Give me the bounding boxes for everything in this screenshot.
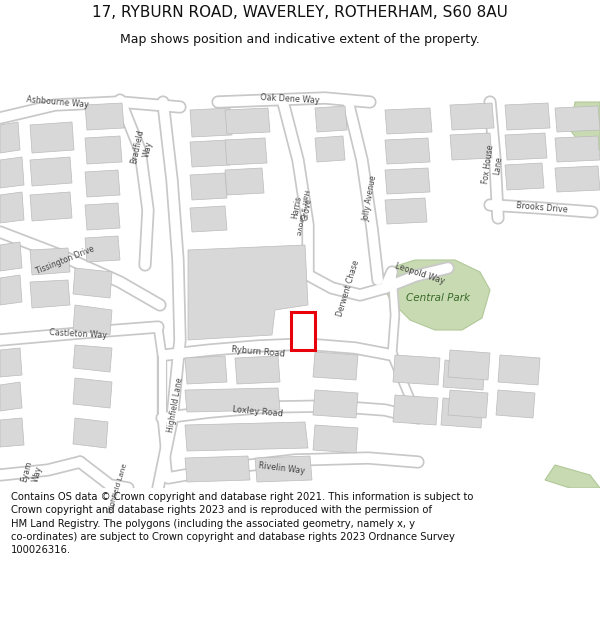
Text: Fox House
Lane: Fox House Lane: [481, 144, 505, 186]
Polygon shape: [385, 108, 432, 134]
Polygon shape: [73, 418, 108, 448]
Text: Eyam
Way: Eyam Way: [20, 460, 44, 486]
Polygon shape: [313, 425, 358, 453]
Polygon shape: [555, 106, 600, 132]
Polygon shape: [85, 136, 122, 164]
Polygon shape: [570, 102, 600, 155]
Polygon shape: [313, 352, 358, 380]
Polygon shape: [85, 236, 120, 262]
Polygon shape: [225, 168, 264, 195]
Polygon shape: [382, 260, 490, 330]
Polygon shape: [85, 203, 120, 230]
Polygon shape: [498, 355, 540, 385]
Bar: [291, 312, 315, 350]
Polygon shape: [393, 395, 438, 425]
Polygon shape: [190, 173, 227, 200]
Text: Highfield Lane: Highfield Lane: [107, 462, 128, 514]
Polygon shape: [190, 108, 232, 137]
Text: Bradfield
Way: Bradfield Way: [130, 129, 156, 167]
Polygon shape: [0, 418, 24, 447]
Polygon shape: [0, 242, 22, 271]
Text: Leopold Way: Leopold Way: [394, 262, 446, 286]
Polygon shape: [30, 280, 70, 308]
Text: Harris
Grove: Harris Grove: [290, 195, 314, 221]
Polygon shape: [496, 390, 535, 418]
Text: Contains OS data © Crown copyright and database right 2021. This information is : Contains OS data © Crown copyright and d…: [11, 492, 473, 555]
Text: Derwent Chase: Derwent Chase: [335, 259, 361, 318]
Polygon shape: [0, 348, 22, 377]
Polygon shape: [185, 456, 250, 482]
Polygon shape: [443, 360, 485, 390]
Polygon shape: [441, 398, 483, 428]
Polygon shape: [235, 356, 280, 384]
Polygon shape: [30, 122, 74, 153]
Polygon shape: [393, 355, 440, 385]
Polygon shape: [30, 157, 72, 186]
Text: Loxley Road: Loxley Road: [232, 405, 284, 419]
Polygon shape: [185, 422, 308, 451]
Polygon shape: [0, 382, 22, 411]
Polygon shape: [225, 138, 267, 165]
Polygon shape: [190, 206, 227, 232]
Polygon shape: [190, 140, 230, 167]
Text: Jolly Avenue: Jolly Avenue: [362, 174, 379, 222]
Polygon shape: [30, 192, 72, 221]
Polygon shape: [448, 350, 490, 380]
Text: Brooks Drive: Brooks Drive: [516, 201, 568, 215]
Polygon shape: [385, 138, 430, 164]
Polygon shape: [0, 192, 24, 223]
Polygon shape: [73, 378, 112, 408]
Polygon shape: [385, 168, 430, 194]
Polygon shape: [73, 268, 112, 298]
Polygon shape: [450, 103, 494, 130]
Polygon shape: [73, 305, 112, 335]
Polygon shape: [0, 122, 20, 153]
Polygon shape: [555, 166, 600, 192]
Polygon shape: [448, 390, 488, 418]
Text: 17, RYBURN ROAD, WAVERLEY, ROTHERHAM, S60 8AU: 17, RYBURN ROAD, WAVERLEY, ROTHERHAM, S6…: [92, 5, 508, 20]
Text: Central Park: Central Park: [406, 293, 470, 303]
Polygon shape: [225, 108, 270, 134]
Polygon shape: [188, 245, 308, 340]
Polygon shape: [255, 456, 312, 482]
Polygon shape: [505, 163, 544, 190]
Text: Castleton Way: Castleton Way: [49, 328, 107, 340]
Polygon shape: [85, 170, 120, 197]
Polygon shape: [185, 388, 280, 412]
Polygon shape: [450, 133, 492, 160]
Polygon shape: [185, 356, 227, 384]
Text: Map shows position and indicative extent of the property.: Map shows position and indicative extent…: [120, 32, 480, 46]
Text: Tissington Drive: Tissington Drive: [35, 244, 95, 276]
Text: Highfield Lane: Highfield Lane: [166, 377, 184, 433]
Polygon shape: [505, 133, 547, 160]
Polygon shape: [30, 248, 70, 275]
Text: Harr’s Grove: Harr’s Grove: [295, 189, 309, 235]
Text: Oak Dene Way: Oak Dene Way: [260, 93, 320, 105]
Polygon shape: [315, 106, 347, 132]
Polygon shape: [0, 275, 22, 305]
Polygon shape: [505, 103, 550, 130]
Polygon shape: [73, 345, 112, 372]
Polygon shape: [555, 136, 600, 162]
Text: Ashbourne Way: Ashbourne Way: [26, 95, 89, 109]
Text: Ryburn Road: Ryburn Road: [231, 345, 285, 359]
Polygon shape: [313, 390, 358, 418]
Polygon shape: [385, 198, 427, 224]
Polygon shape: [85, 103, 124, 130]
Polygon shape: [0, 157, 24, 188]
Text: Rivelin Way: Rivelin Way: [259, 461, 305, 475]
Polygon shape: [315, 136, 345, 162]
Polygon shape: [545, 465, 600, 488]
